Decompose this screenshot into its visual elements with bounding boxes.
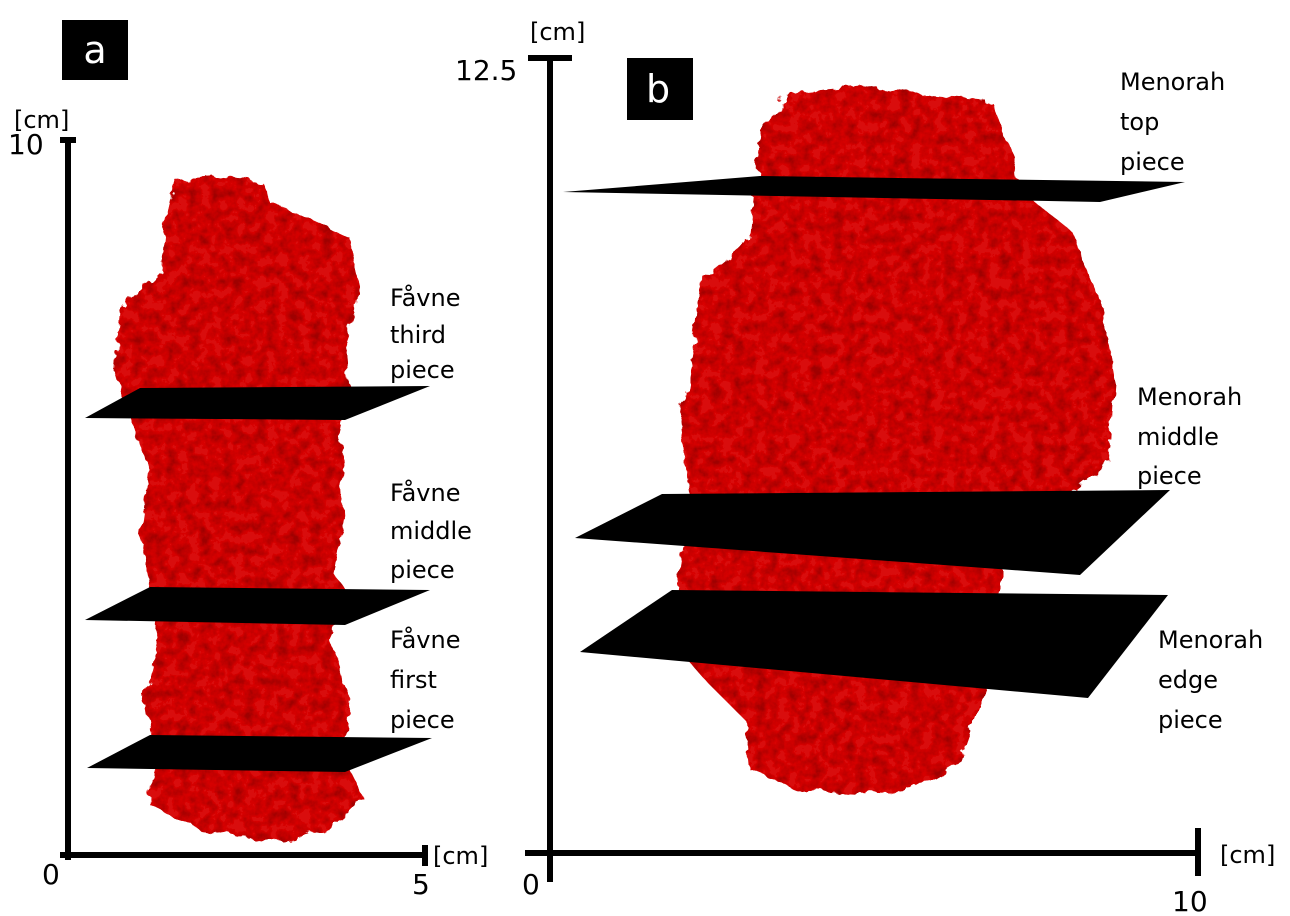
slice-label: top [1120, 108, 1159, 136]
y-max-label: 10 [8, 128, 44, 161]
slice-plane [87, 735, 432, 772]
origin-label: 0 [42, 858, 60, 891]
origin-label: 0 [522, 868, 540, 901]
slice-label: piece [390, 706, 455, 734]
figure: a [cm] 10 0 5 [cm] Fåvne third piece Fåv… [0, 0, 1290, 916]
slice-label: Menorah [1137, 383, 1242, 411]
slice-label: piece [390, 356, 455, 384]
slice-label: middle [390, 517, 472, 545]
slice-label: piece [1137, 462, 1202, 490]
slice-label: Menorah [1158, 626, 1263, 654]
slice-plane [85, 386, 430, 420]
x-max-label: 5 [412, 868, 430, 901]
slice-label: Menorah [1120, 68, 1225, 96]
x-unit: [cm] [433, 842, 488, 870]
slice-label: Fåvne [390, 625, 461, 654]
slice-label: Fåvne [390, 283, 461, 312]
panel-b: b [cm] 12.5 0 10 [cm] Menorah top piece … [455, 18, 1275, 916]
slice-plane [85, 587, 430, 625]
y-unit: [cm] [530, 18, 585, 46]
panel-a: a [cm] 10 0 5 [cm] Fåvne third piece Fåv… [8, 20, 488, 901]
slice-label: piece [1158, 706, 1223, 734]
slice-label: first [390, 666, 437, 694]
panel-label: a [83, 28, 106, 72]
slice-label: middle [1137, 423, 1219, 451]
slice-label: piece [390, 556, 455, 584]
slice-label: third [390, 321, 446, 349]
slice-label: edge [1158, 666, 1218, 694]
x-max-label: 10 [1172, 885, 1208, 916]
x-unit: [cm] [1220, 841, 1275, 869]
slice-label: piece [1120, 148, 1185, 176]
panel-label: b [646, 67, 670, 111]
slice-label: Fåvne [390, 478, 461, 507]
y-max-label: 12.5 [455, 54, 517, 87]
